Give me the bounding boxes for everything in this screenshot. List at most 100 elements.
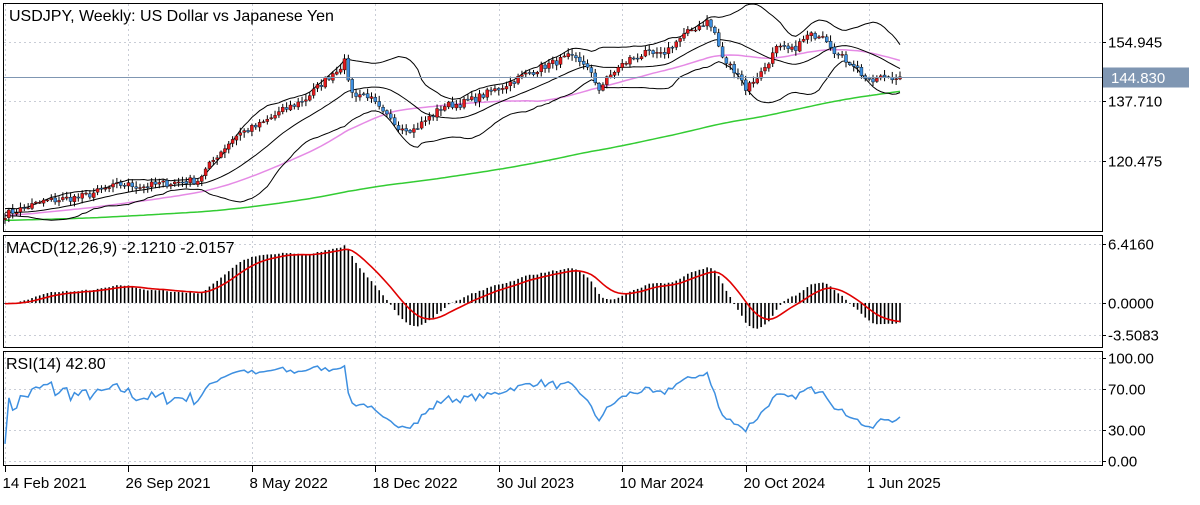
candle (585, 63, 590, 68)
candle (157, 182, 162, 185)
price-tick-label: 154.945 (1108, 35, 1162, 52)
candle (53, 197, 57, 203)
candle (138, 187, 142, 189)
candle (176, 181, 181, 184)
candle (832, 46, 837, 54)
candle (817, 36, 821, 39)
candle (736, 73, 740, 75)
candle (875, 78, 879, 82)
candle (192, 177, 196, 185)
candle (161, 180, 165, 183)
candle (45, 199, 50, 202)
candle (786, 45, 790, 49)
x-tick-label: 8 May 2022 (250, 475, 328, 492)
rsi-tick-label: 0.00 (1108, 454, 1137, 471)
candle (608, 74, 613, 78)
candle (743, 79, 748, 91)
x-tick-label: 10 Mar 2024 (620, 475, 704, 492)
candle (350, 79, 354, 93)
candle (512, 81, 516, 84)
candle (61, 197, 65, 200)
candle (446, 101, 451, 108)
candle (882, 74, 887, 78)
candle (76, 196, 80, 199)
candle (373, 97, 378, 102)
macd-signal-line (4, 248, 901, 323)
candle (57, 200, 61, 203)
candle (840, 54, 844, 56)
candle (450, 101, 455, 108)
candle (254, 124, 258, 128)
rsi-path (4, 364, 901, 444)
candle (4, 218, 7, 220)
candle (88, 193, 92, 198)
candle (674, 41, 678, 48)
candle (755, 78, 759, 84)
grid-layer (4, 4, 1102, 465)
x-axis: 14 Feb 2021 26 Sep 2021 8 May 2022 18 Dec 2… (3, 466, 941, 492)
candle (173, 181, 177, 184)
candle (797, 41, 802, 52)
candle (662, 52, 667, 55)
candle (230, 139, 235, 144)
candle (323, 77, 327, 88)
candle (859, 67, 864, 76)
candle (566, 53, 570, 57)
macd-histogram (4, 245, 901, 329)
candle (180, 181, 185, 184)
x-tick-label: 18 Dec 2022 (373, 475, 458, 492)
candle (165, 179, 169, 187)
candle (431, 115, 435, 118)
candle (709, 19, 713, 28)
candle (311, 88, 316, 96)
macd-tick-label: 6.4160 (1108, 237, 1154, 254)
candle (616, 66, 621, 73)
candle (126, 182, 131, 187)
candle (628, 57, 632, 65)
candle (539, 64, 543, 72)
candle (790, 46, 794, 50)
ma200-line (4, 90, 901, 222)
candle (342, 58, 347, 71)
candle (400, 128, 405, 131)
candle (554, 60, 559, 66)
rsi-tick-label: 100.00 (1108, 351, 1154, 368)
x-tick-label: 1 Jun 2025 (867, 475, 941, 492)
candle (682, 33, 686, 39)
candle (720, 46, 725, 58)
candle (770, 52, 775, 64)
candle (589, 67, 594, 73)
candle (759, 71, 763, 79)
candle (477, 93, 482, 102)
candle (103, 188, 108, 190)
candle (396, 125, 401, 131)
candle (273, 115, 277, 119)
macd-label: MACD(12,26,9) -2.1210 -2.0157 (6, 240, 235, 257)
candle (500, 88, 505, 90)
candle (250, 125, 254, 132)
candle (80, 193, 84, 199)
candle (686, 29, 690, 34)
candle (670, 46, 675, 49)
candle (365, 93, 370, 99)
candle (454, 104, 459, 109)
candle (678, 38, 682, 42)
candle (643, 49, 648, 57)
x-tick-label: 20 Oct 2024 (744, 475, 826, 492)
candle (65, 196, 69, 199)
candle (227, 143, 231, 150)
candle (716, 32, 721, 47)
candle (612, 71, 617, 76)
candle (419, 121, 424, 129)
candle (458, 104, 462, 108)
candle (578, 56, 582, 62)
candle (95, 188, 100, 193)
candle (466, 98, 470, 101)
candle (651, 50, 655, 54)
candle (778, 45, 783, 48)
candle (520, 74, 524, 77)
candle (26, 207, 30, 210)
candle (215, 157, 219, 160)
candle (439, 109, 443, 111)
